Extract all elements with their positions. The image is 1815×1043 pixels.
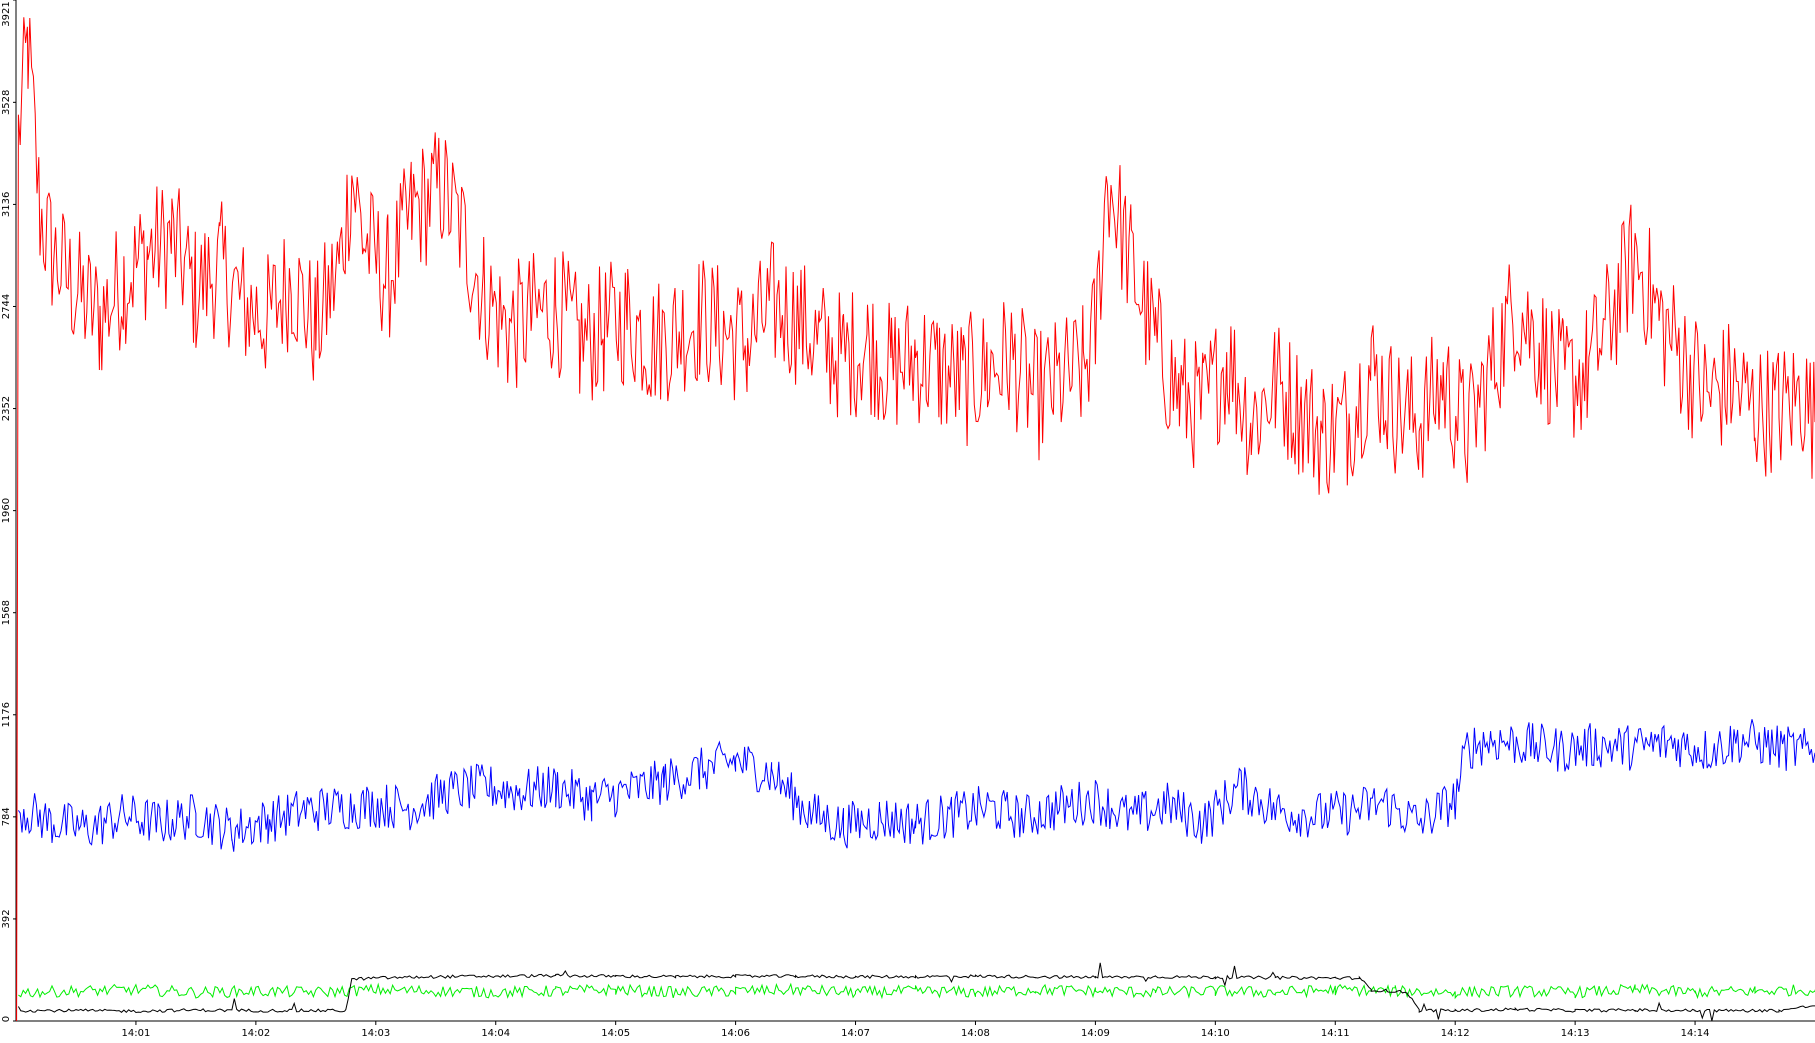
x-tick-label: 14:11: [1321, 1028, 1350, 1039]
y-tick-label: 784: [1, 807, 12, 826]
series-2: [18, 982, 1815, 1000]
series-1: [17, 719, 1815, 852]
x-tick-label: 14:09: [1081, 1028, 1110, 1039]
x-tick-label: 14:08: [961, 1028, 990, 1039]
x-tick-label: 14:05: [601, 1028, 630, 1039]
series-3: [17, 962, 1815, 1022]
series-line-3: [17, 962, 1815, 1022]
series-layer: [16, 17, 1815, 1022]
x-tick-label: 14:12: [1441, 1028, 1470, 1039]
x-tick-label: 14:01: [122, 1028, 151, 1039]
x-axis: 14:01 14:02 14:03 14:04 14:05 14:06 14:07 14:08…: [16, 1020, 1815, 1039]
y-tick-label: 2744: [1, 294, 12, 319]
series-line-2: [18, 982, 1815, 1000]
x-tick-label: 14:02: [241, 1028, 270, 1039]
y-tick-label: 1176: [1, 702, 12, 727]
x-tick-label: 14:10: [1201, 1028, 1230, 1039]
series-line-1: [17, 719, 1815, 852]
y-axis: 0 392 784 1176 1568 1960 2352 2744 3136 3528 3921: [1, 0, 17, 1022]
x-tick-label: 14:07: [841, 1028, 870, 1039]
y-tick-label: 3921: [1, 1, 12, 26]
y-tick-label: 392: [1, 909, 12, 928]
series-0: [16, 17, 1815, 1022]
x-tick-label: 14:03: [361, 1028, 390, 1039]
series-line-0: [16, 17, 1815, 1022]
x-tick-label: 14:04: [481, 1028, 510, 1039]
y-tick-label: 0: [1, 1016, 12, 1022]
x-tick-label: 14:06: [721, 1028, 750, 1039]
x-tick-label: 14:14: [1681, 1028, 1710, 1039]
y-tick-label: 2352: [1, 396, 12, 421]
y-tick-label: 3136: [1, 192, 12, 217]
y-tick-label: 1568: [1, 600, 12, 625]
y-tick-label: 3528: [1, 90, 12, 115]
x-tick-label: 14:13: [1561, 1028, 1590, 1039]
y-tick-label: 1960: [1, 498, 12, 523]
